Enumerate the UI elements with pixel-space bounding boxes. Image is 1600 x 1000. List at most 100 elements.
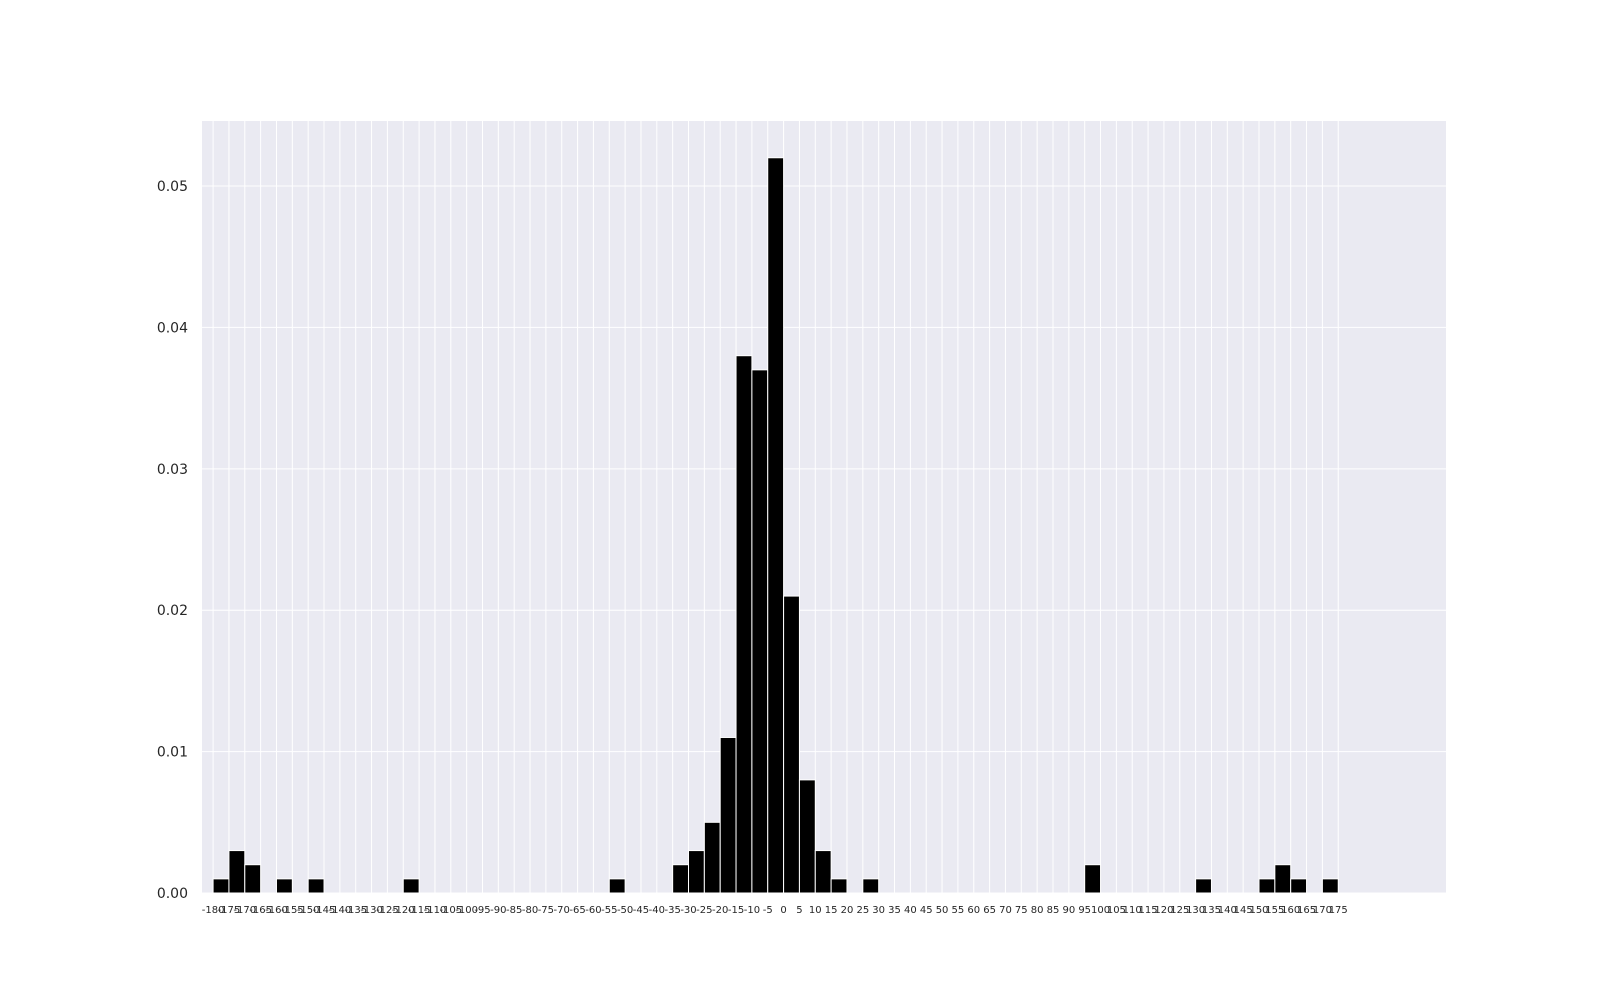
histogram-bar — [307, 878, 325, 894]
x-tick-label: 125 — [1170, 905, 1189, 916]
x-tick-label: 20 — [841, 905, 854, 916]
bars — [212, 157, 1339, 894]
x-tick-label: -45 — [633, 905, 649, 916]
x-tick-label: 145 — [1234, 905, 1253, 916]
histogram-bar — [783, 595, 800, 894]
x-tick-label: -160 — [265, 905, 288, 916]
x-tick-label: -5 — [763, 905, 773, 916]
x-tick-label: 130 — [1186, 905, 1205, 916]
histogram-bar — [1258, 878, 1276, 894]
x-tick-label: -155 — [281, 905, 304, 916]
x-tick-label: -100 — [455, 905, 478, 916]
histogram-bar — [228, 850, 246, 894]
x-tick-label: -105 — [439, 905, 462, 916]
x-tick-label: 140 — [1218, 905, 1237, 916]
x-tick-label: -175 — [218, 905, 241, 916]
x-tick-label: -80 — [522, 905, 538, 916]
x-tick-label: 95 — [1078, 905, 1091, 916]
x-tick-label: 175 — [1329, 905, 1348, 916]
x-tick-label: 155 — [1265, 905, 1284, 916]
x-tick-label: -60 — [585, 905, 601, 916]
histogram-bar — [1084, 864, 1102, 894]
x-tick-label: 120 — [1154, 905, 1173, 916]
x-tick-label: 135 — [1202, 905, 1221, 916]
x-tick-label: -70 — [554, 905, 570, 916]
histogram-bar — [703, 821, 721, 894]
x-tick-label: 50 — [936, 905, 949, 916]
x-tick-label: 115 — [1139, 905, 1158, 916]
x-tick-label: 110 — [1123, 905, 1142, 916]
x-tick-label: -50 — [617, 905, 633, 916]
x-tick-label: -135 — [344, 905, 367, 916]
x-tick-label: -75 — [538, 905, 554, 916]
x-tick-label: -95 — [474, 905, 490, 916]
x-tick-label: -25 — [696, 905, 712, 916]
x-tick-label: 75 — [1015, 905, 1028, 916]
x-tick-label: 35 — [888, 905, 901, 916]
x-tick-label: -40 — [649, 905, 665, 916]
x-tick-label: -140 — [329, 905, 352, 916]
y-tick-label: 0.01 — [157, 745, 188, 761]
x-tick-label: -165 — [249, 905, 272, 916]
x-tick-label: 5 — [796, 905, 802, 916]
x-tick-label: 100 — [1091, 905, 1110, 916]
x-tick-label: -115 — [408, 905, 431, 916]
x-tick-label: -55 — [601, 905, 617, 916]
histogram-bar — [719, 736, 737, 894]
x-tick-label: 60 — [967, 905, 980, 916]
x-tick-label: 0 — [780, 905, 786, 916]
histogram-bar — [1195, 878, 1212, 894]
x-tick-label: 70 — [999, 905, 1012, 916]
histogram-bar — [402, 878, 420, 894]
x-tick-label: 90 — [1062, 905, 1075, 916]
histogram-bar — [798, 779, 816, 894]
x-tick-label: 40 — [904, 905, 917, 916]
x-tick-label: -10 — [744, 905, 760, 916]
x-tick-label: -120 — [392, 905, 415, 916]
x-tick-label: -110 — [424, 905, 447, 916]
histogram-bar — [688, 850, 705, 894]
histogram-bar — [862, 878, 880, 894]
x-tick-label: 150 — [1249, 905, 1268, 916]
histogram-bar — [767, 157, 785, 894]
x-tick-label: 85 — [1047, 905, 1060, 916]
x-tick-label: 160 — [1281, 905, 1300, 916]
histogram-bar — [735, 355, 753, 894]
x-tick-label: -145 — [313, 905, 336, 916]
histogram-bar — [672, 864, 690, 894]
histogram-bar — [1321, 878, 1339, 894]
x-tick-label: -90 — [490, 905, 506, 916]
histogram-bar — [1274, 864, 1292, 894]
histogram-bar — [1290, 878, 1308, 894]
x-tick-label: -20 — [712, 905, 728, 916]
histogram-bar — [244, 864, 262, 894]
histogram-bar — [830, 878, 848, 894]
x-tick-label: 165 — [1297, 905, 1316, 916]
x-tick-label: 105 — [1107, 905, 1126, 916]
y-axis-ticks: 0.00 0.01 0.02 0.03 0.04 0.05 — [157, 179, 188, 902]
x-tick-label: -150 — [297, 905, 320, 916]
histogram-bar — [751, 369, 769, 894]
x-tick-label: -130 — [360, 905, 383, 916]
y-tick-label: 0.03 — [157, 462, 188, 478]
x-tick-label: -85 — [506, 905, 522, 916]
histogram-bar — [212, 878, 230, 894]
y-tick-label: 0.02 — [157, 603, 188, 619]
x-tick-label: 45 — [920, 905, 933, 916]
x-tick-label: -170 — [233, 905, 256, 916]
x-tick-label: 10 — [809, 905, 822, 916]
y-tick-label: 0.04 — [157, 320, 188, 336]
x-tick-label: -125 — [376, 905, 399, 916]
x-tick-label: 25 — [856, 905, 869, 916]
x-tick-label: -15 — [728, 905, 744, 916]
x-tick-label: 65 — [983, 905, 996, 916]
x-tick-label: -180 — [202, 905, 225, 916]
x-tick-label: -65 — [569, 905, 585, 916]
x-tick-label: 55 — [952, 905, 965, 916]
x-tick-label: 170 — [1313, 905, 1332, 916]
histogram-bar — [275, 878, 293, 894]
x-tick-label: -30 — [680, 905, 696, 916]
histogram-bar — [608, 878, 626, 894]
x-tick-label: 30 — [872, 905, 885, 916]
